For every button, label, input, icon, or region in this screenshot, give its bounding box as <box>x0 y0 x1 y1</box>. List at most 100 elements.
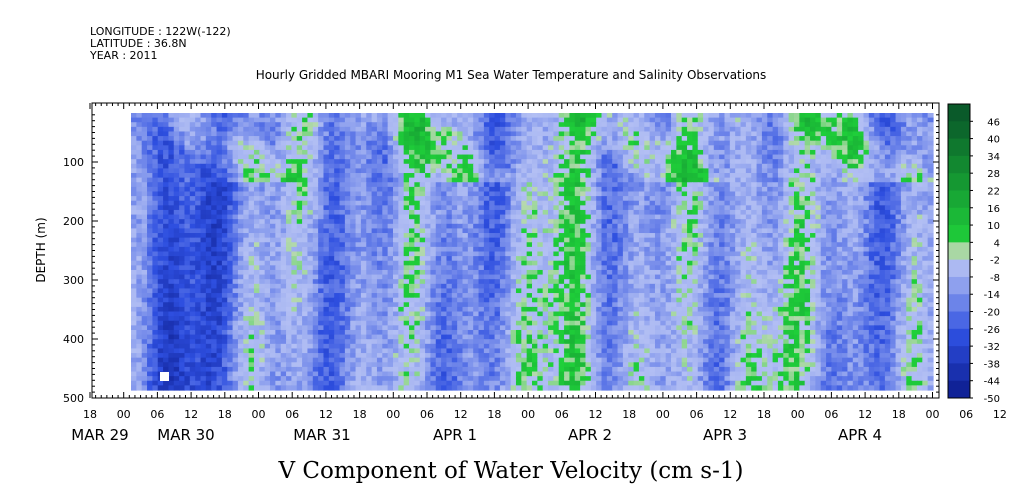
heatmap-cell <box>168 117 175 123</box>
heatmap-cell <box>740 113 747 119</box>
heatmap-cell <box>900 168 907 174</box>
heatmap-cell <box>596 209 603 216</box>
heatmap-cell <box>810 154 816 160</box>
heatmap-cell <box>505 186 512 193</box>
heatmap-cell <box>307 149 314 156</box>
heatmap-cell <box>580 260 587 266</box>
heatmap-cell <box>601 126 608 133</box>
heatmap-cell <box>232 168 239 174</box>
heatmap-cell <box>868 223 875 230</box>
heatmap-cell <box>237 136 244 142</box>
heatmap-cell <box>398 191 405 197</box>
heatmap-cell <box>339 196 346 202</box>
heatmap-cell <box>681 219 688 225</box>
heatmap-cell <box>745 256 752 262</box>
heatmap-cell <box>248 154 255 160</box>
heatmap-cell <box>157 191 164 197</box>
heatmap-cell <box>644 149 651 156</box>
heatmap-cell <box>692 136 699 142</box>
heatmap-cell <box>847 117 854 123</box>
heatmap-cell <box>767 200 774 206</box>
heatmap-cell <box>387 149 394 156</box>
heatmap-cell <box>296 209 303 216</box>
heatmap-cell <box>820 177 827 183</box>
heatmap-cell <box>895 173 902 179</box>
heatmap-cell <box>654 251 661 257</box>
heatmap-cell <box>895 205 902 211</box>
heatmap-cell <box>521 256 528 262</box>
heatmap-cell <box>243 228 250 234</box>
heatmap-cell <box>147 242 153 248</box>
heatmap-cell <box>649 228 656 234</box>
heatmap-cell <box>574 154 581 160</box>
heatmap-cell <box>671 251 677 257</box>
heatmap-cell <box>852 242 859 248</box>
heatmap-cell <box>756 205 763 211</box>
heatmap-cell <box>548 214 554 220</box>
heatmap-cell <box>414 173 421 179</box>
heatmap-cell <box>842 122 849 128</box>
heatmap-cell <box>526 237 533 243</box>
heatmap-cell <box>842 196 849 202</box>
heatmap-cell <box>483 256 490 262</box>
heatmap-cell <box>147 182 153 188</box>
heatmap-cell <box>772 233 779 239</box>
heatmap-cell <box>478 177 485 183</box>
heatmap-cell <box>804 177 811 183</box>
heatmap-cell <box>863 237 870 243</box>
heatmap-cell <box>548 251 554 257</box>
heatmap-cell <box>900 233 907 239</box>
heatmap-cell <box>489 196 496 202</box>
heatmap-cell <box>788 237 795 243</box>
heatmap-cell <box>216 186 223 193</box>
heatmap-cell <box>558 149 565 156</box>
heatmap-cell <box>473 154 480 160</box>
heatmap-cell <box>842 251 849 257</box>
heatmap-cell <box>692 168 699 174</box>
heatmap-cell <box>425 256 432 262</box>
heatmap-cell <box>334 200 341 206</box>
heatmap-cell <box>425 140 432 146</box>
heatmap-cell <box>788 163 795 169</box>
heatmap-cell <box>179 168 186 174</box>
heatmap-cell <box>248 237 255 243</box>
heatmap-cell <box>392 159 399 165</box>
heatmap-cell <box>756 122 763 128</box>
heatmap-cell <box>409 237 415 243</box>
heatmap-cell <box>585 246 592 253</box>
heatmap-cell <box>676 140 683 146</box>
heatmap-cell <box>654 182 661 188</box>
heatmap-cell <box>890 260 897 266</box>
heatmap-cell <box>906 149 913 156</box>
heatmap-cell <box>189 113 196 119</box>
heatmap-cell <box>344 196 351 202</box>
heatmap-cell <box>767 196 774 202</box>
heatmap-cell <box>804 122 811 128</box>
heatmap-cell <box>847 223 854 230</box>
heatmap-cell <box>895 242 902 248</box>
heatmap-cell <box>916 228 923 234</box>
heatmap-cell <box>628 154 635 160</box>
heatmap-cell <box>858 140 865 146</box>
heatmap-cell <box>580 246 587 253</box>
heatmap-cell <box>788 126 795 133</box>
heatmap-cell <box>810 163 816 169</box>
heatmap-cell <box>724 219 731 225</box>
heatmap-cell <box>858 205 865 211</box>
heatmap-cell <box>355 219 362 225</box>
heatmap-cell <box>232 117 239 123</box>
heatmap-cell <box>836 209 843 216</box>
heatmap-cell <box>264 209 271 216</box>
heatmap-cell <box>184 159 191 165</box>
heatmap-cell <box>916 177 923 183</box>
heatmap-cell <box>521 163 528 169</box>
heatmap-cell <box>756 237 763 243</box>
heatmap-cell <box>564 163 571 169</box>
heatmap-cell <box>521 122 528 128</box>
heatmap-cell <box>820 173 827 179</box>
heatmap-cell <box>606 191 613 197</box>
heatmap-cell <box>708 205 715 211</box>
heatmap-cell <box>419 136 426 142</box>
heatmap-cell <box>515 173 522 179</box>
heatmap-cell <box>842 242 849 248</box>
